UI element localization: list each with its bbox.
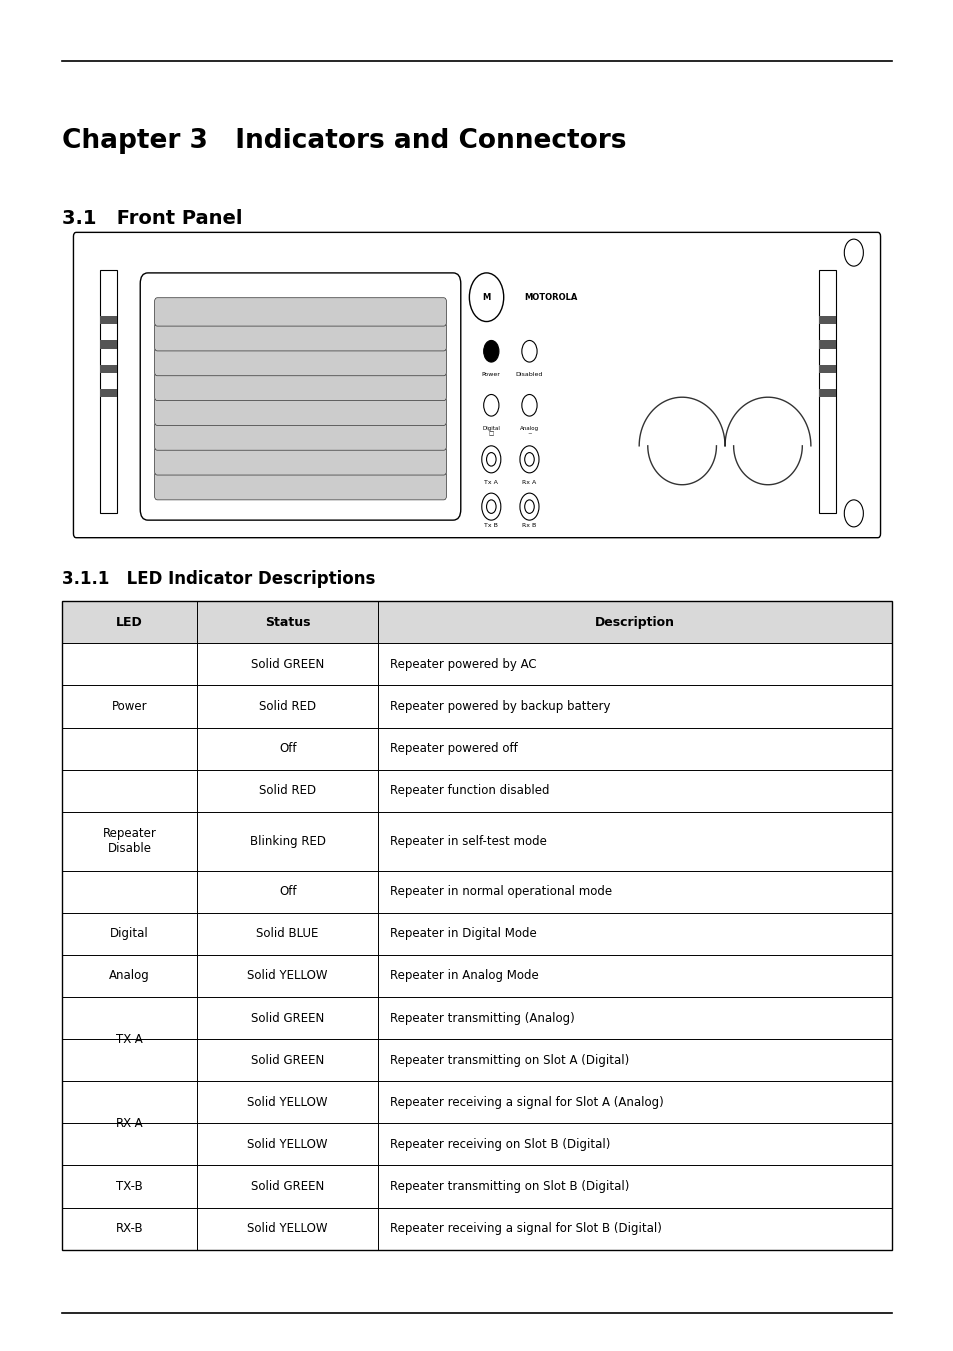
Text: Rx B: Rx B xyxy=(522,523,536,528)
Text: Description: Description xyxy=(595,616,675,628)
Bar xyxy=(818,365,835,373)
Text: RX-A: RX-A xyxy=(115,1117,143,1129)
Bar xyxy=(100,389,117,397)
Text: Solid GREEN: Solid GREEN xyxy=(251,1054,324,1067)
Text: Power: Power xyxy=(112,700,147,713)
Bar xyxy=(818,316,835,324)
Text: Repeater in self-test mode: Repeater in self-test mode xyxy=(390,835,546,847)
Text: Solid YELLOW: Solid YELLOW xyxy=(247,1223,328,1235)
FancyBboxPatch shape xyxy=(154,471,446,500)
Text: Repeater powered by backup battery: Repeater powered by backup battery xyxy=(390,700,610,713)
Text: Rx A: Rx A xyxy=(522,480,536,485)
Bar xyxy=(818,389,835,397)
FancyBboxPatch shape xyxy=(154,297,446,326)
Text: Status: Status xyxy=(265,616,310,628)
FancyBboxPatch shape xyxy=(140,273,460,520)
FancyBboxPatch shape xyxy=(154,323,446,351)
Text: Solid RED: Solid RED xyxy=(259,784,315,797)
Text: Digital
□: Digital □ xyxy=(482,426,499,436)
Text: Repeater function disabled: Repeater function disabled xyxy=(390,784,549,797)
Bar xyxy=(100,270,117,513)
Text: Repeater receiving a signal for Slot B (Digital): Repeater receiving a signal for Slot B (… xyxy=(390,1223,661,1235)
Text: Repeater in Digital Mode: Repeater in Digital Mode xyxy=(390,927,537,940)
Text: Disabled: Disabled xyxy=(516,372,542,377)
Bar xyxy=(62,601,891,1250)
Text: Repeater in Analog Mode: Repeater in Analog Mode xyxy=(390,970,538,982)
Text: Repeater in normal operational mode: Repeater in normal operational mode xyxy=(390,885,612,898)
Text: Solid BLUE: Solid BLUE xyxy=(256,927,318,940)
Text: Solid YELLOW: Solid YELLOW xyxy=(247,1138,328,1151)
FancyBboxPatch shape xyxy=(73,232,880,538)
Text: TX-B: TX-B xyxy=(116,1179,143,1193)
Text: Solid YELLOW: Solid YELLOW xyxy=(247,970,328,982)
FancyBboxPatch shape xyxy=(154,372,446,401)
Text: Off: Off xyxy=(278,742,296,755)
FancyBboxPatch shape xyxy=(154,347,446,376)
Text: Solid GREEN: Solid GREEN xyxy=(251,658,324,671)
Text: Repeater receiving a signal for Slot A (Analog): Repeater receiving a signal for Slot A (… xyxy=(390,1096,663,1109)
Text: Solid GREEN: Solid GREEN xyxy=(251,1012,324,1024)
Text: Digital: Digital xyxy=(110,927,149,940)
Text: Repeater powered off: Repeater powered off xyxy=(390,742,517,755)
Text: Repeater receiving on Slot B (Digital): Repeater receiving on Slot B (Digital) xyxy=(390,1138,610,1151)
Text: LED: LED xyxy=(116,616,143,628)
Text: Solid GREEN: Solid GREEN xyxy=(251,1179,324,1193)
Text: Repeater
Disable: Repeater Disable xyxy=(102,827,156,855)
Bar xyxy=(100,340,117,349)
Text: Solid YELLOW: Solid YELLOW xyxy=(247,1096,328,1109)
Text: 3.1.1   LED Indicator Descriptions: 3.1.1 LED Indicator Descriptions xyxy=(62,570,375,588)
Text: Solid RED: Solid RED xyxy=(259,700,315,713)
Bar xyxy=(100,365,117,373)
Text: RX-B: RX-B xyxy=(115,1223,143,1235)
Text: Repeater powered by AC: Repeater powered by AC xyxy=(390,658,536,671)
Text: Repeater transmitting on Slot B (Digital): Repeater transmitting on Slot B (Digital… xyxy=(390,1179,629,1193)
Bar xyxy=(62,601,891,643)
Text: Chapter 3   Indicators and Connectors: Chapter 3 Indicators and Connectors xyxy=(62,128,626,154)
Text: Off: Off xyxy=(278,885,296,898)
FancyBboxPatch shape xyxy=(154,397,446,426)
Text: Analog: Analog xyxy=(109,970,150,982)
Text: Blinking RED: Blinking RED xyxy=(250,835,325,847)
Bar xyxy=(818,340,835,349)
Text: Tx A: Tx A xyxy=(484,480,497,485)
Text: M: M xyxy=(482,293,490,301)
Bar xyxy=(100,316,117,324)
Text: Analog
~: Analog ~ xyxy=(519,426,538,436)
Text: TX-A: TX-A xyxy=(116,1032,143,1046)
Bar xyxy=(818,270,835,513)
FancyBboxPatch shape xyxy=(154,422,446,450)
Text: Repeater transmitting on Slot A (Digital): Repeater transmitting on Slot A (Digital… xyxy=(390,1054,628,1067)
Text: 3.1   Front Panel: 3.1 Front Panel xyxy=(62,209,242,228)
Circle shape xyxy=(483,340,498,362)
Text: Tx B: Tx B xyxy=(484,523,497,528)
FancyBboxPatch shape xyxy=(154,447,446,476)
Text: Repeater transmitting (Analog): Repeater transmitting (Analog) xyxy=(390,1012,574,1024)
Text: MOTOROLA: MOTOROLA xyxy=(524,293,578,301)
Text: Power: Power xyxy=(481,372,500,377)
